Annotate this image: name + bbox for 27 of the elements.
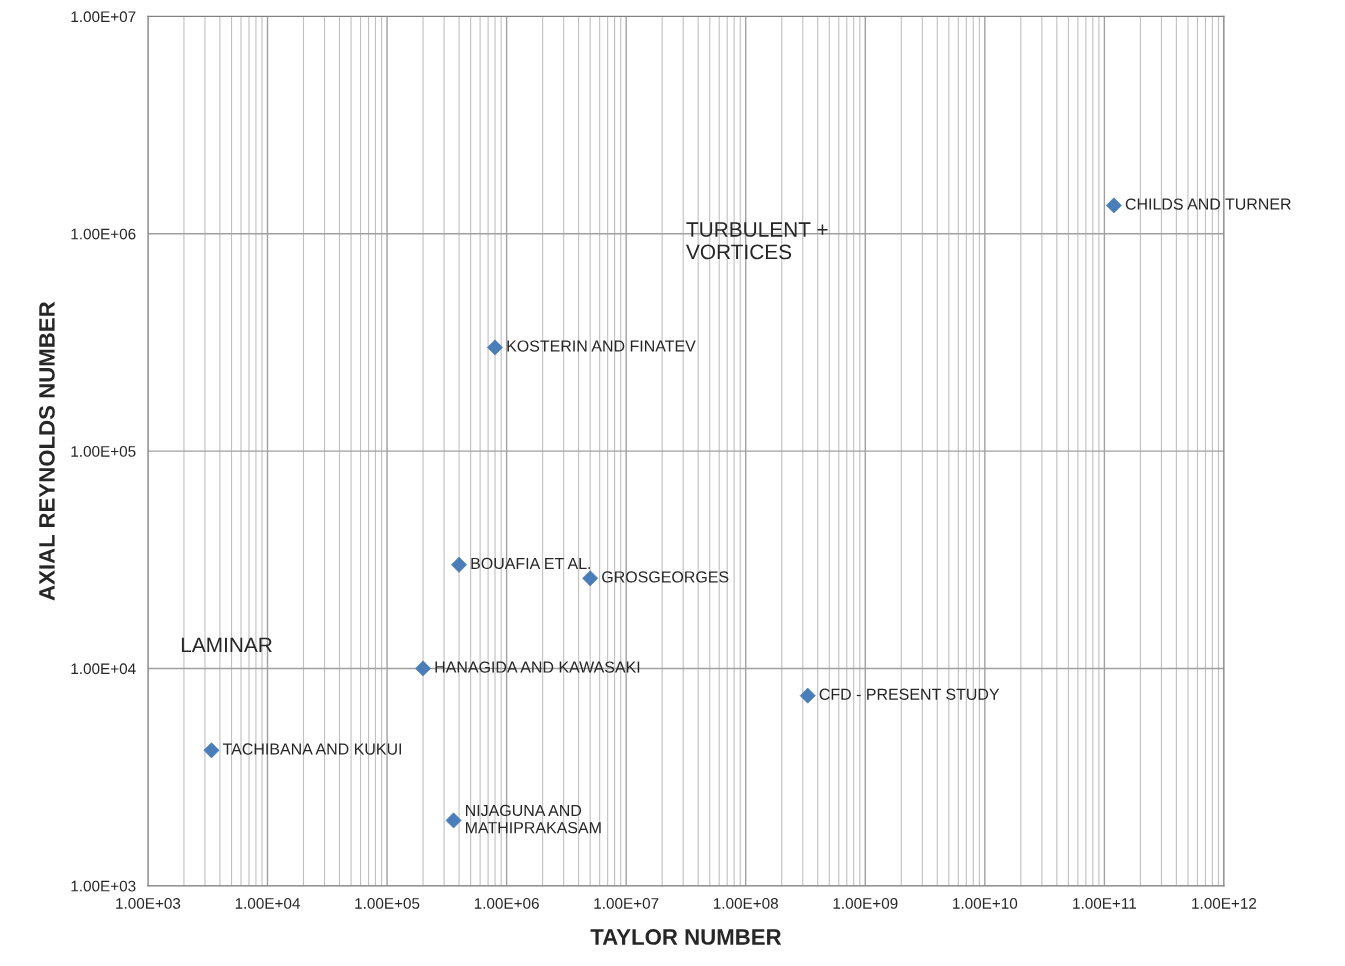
x-tick-label: 1.00E+11 — [1073, 898, 1137, 909]
x-tick-label: 1.00E+09 — [833, 898, 898, 909]
x-tick-label: 1.00E+08 — [713, 898, 778, 909]
x-tick-label: 1.00E+04 — [235, 898, 300, 909]
x-tick-label: 1.00E+06 — [474, 898, 539, 909]
x-tick-label: 1.00E+05 — [355, 898, 420, 909]
annotation: CFD - PRESENT STUDY — [819, 688, 1000, 700]
annotation: HANAGIDA AND KAWASAKI — [435, 661, 640, 673]
x-tick-label: 1.00E+10 — [953, 898, 1018, 909]
y-tick-label: 1.00E+04 — [71, 663, 136, 675]
y-axis-title: AXIAL REYNOLDS NUMBER — [39, 301, 55, 601]
annotation: GROSGEORGES — [602, 571, 729, 583]
x-tick-label: 1.00E+12 — [1192, 898, 1257, 909]
x-tick-label: 1.00E+03 — [116, 898, 181, 909]
annotation: TURBULENT + VORTICES — [686, 222, 828, 260]
annotation: NIJAGUNA AND MATHIPRAKASAM — [465, 804, 601, 834]
y-tick-label: 1.00E+07 — [71, 11, 136, 23]
y-tick-label: 1.00E+05 — [71, 445, 136, 457]
annotation: CHILDS AND TURNER — [1125, 198, 1291, 210]
annotation: TACHIBANA AND KUKUI — [222, 743, 402, 755]
y-tick-label: 1.00E+06 — [71, 228, 136, 240]
y-tick-label: 1.00E+03 — [71, 880, 136, 892]
annotation: BOUAFIA ET AL. — [471, 557, 591, 570]
x-tick-label: 1.00E+07 — [594, 898, 659, 909]
annotation: LAMINAR — [181, 637, 272, 653]
annotation: KOSTERIN AND FINATEV — [507, 340, 696, 352]
x-axis-title: TAYLOR NUMBER — [590, 929, 782, 945]
